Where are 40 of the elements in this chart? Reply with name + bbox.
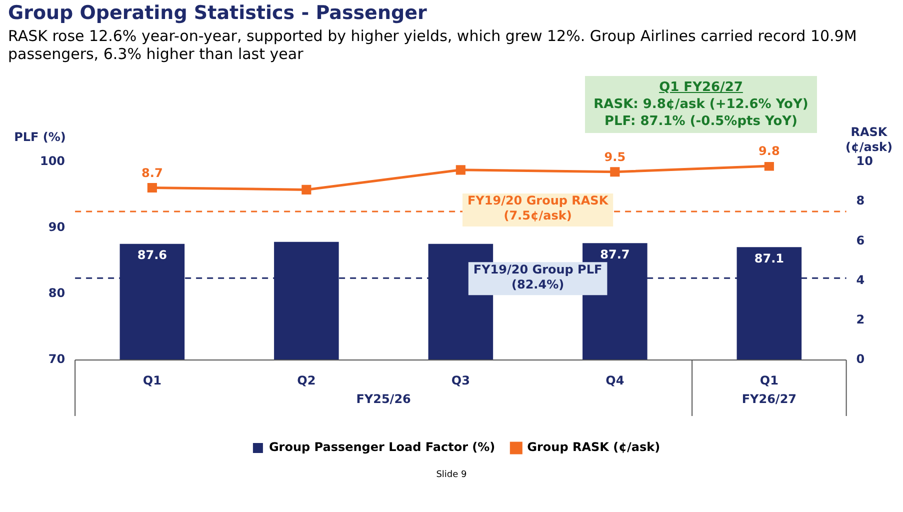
point [147, 182, 157, 193]
y-axis-title: PLF (%) [14, 130, 66, 144]
y-tick-label: 80 [48, 286, 66, 300]
y2-tick-label: 6 [856, 233, 865, 248]
ref-line-label: FY19/20 Group RASK (7.5¢/ask) [467, 194, 609, 223]
point [302, 184, 312, 195]
point [610, 167, 620, 177]
y2-tick-label: 10 [856, 154, 874, 168]
text: RASK: 9.8¢/ask (+12.6% YoY) [592, 96, 810, 113]
text: FY26/27 [742, 392, 797, 406]
y-tick-label: 90 [48, 220, 66, 234]
text: PLF: 87.1% (-0.5%pts YoY) [603, 113, 798, 130]
ref-line-label: FY19/20 Group PLF (82.4%) [473, 262, 602, 292]
data-label: 8.7 [142, 166, 163, 180]
legend-label: Group RASK (¢/ask) [527, 440, 660, 454]
y-tick-label: 100 [40, 154, 66, 168]
data-label: 9.5 [604, 150, 626, 164]
y2-tick-label: 8 [856, 194, 865, 208]
y2-axis-title: RASK (¢/ask) [846, 125, 892, 154]
data-label: 87.7 [600, 247, 630, 262]
chart-subtitle: RASK rose 12.6% year-on-year, supported by higher yields, which grew 12%. Group Airlines carried record 10.9M passengers, 6.3% higher than last year [8, 27, 858, 63]
y2-tick-label: 0 [856, 352, 865, 366]
y2-tick-label: 4 [856, 272, 865, 287]
data-label: 87.1 [754, 251, 784, 266]
text: Slide 9 [435, 470, 468, 480]
chart-title: Group Operating Statistics - Passenger [8, 2, 427, 24]
y2-tick-label: 2 [856, 312, 865, 327]
x-tick-label: Q1 [760, 373, 778, 388]
text: FY25/26 [356, 392, 411, 406]
x-tick-label: Q2 [297, 373, 316, 388]
x-tick-label: Q4 [606, 373, 624, 388]
data-label: 9.8 [758, 144, 780, 158]
data-label: 87.6 [137, 248, 167, 262]
x-tick-label: Q3 [451, 373, 470, 388]
y-tick-label: 70 [48, 352, 66, 366]
x-tick-label: Q1 [142, 373, 162, 388]
legend-label: Group Passenger Load Factor (%) [268, 440, 496, 454]
point [456, 165, 466, 175]
point [764, 162, 774, 171]
text: Q1 FY26/27 [658, 79, 744, 96]
